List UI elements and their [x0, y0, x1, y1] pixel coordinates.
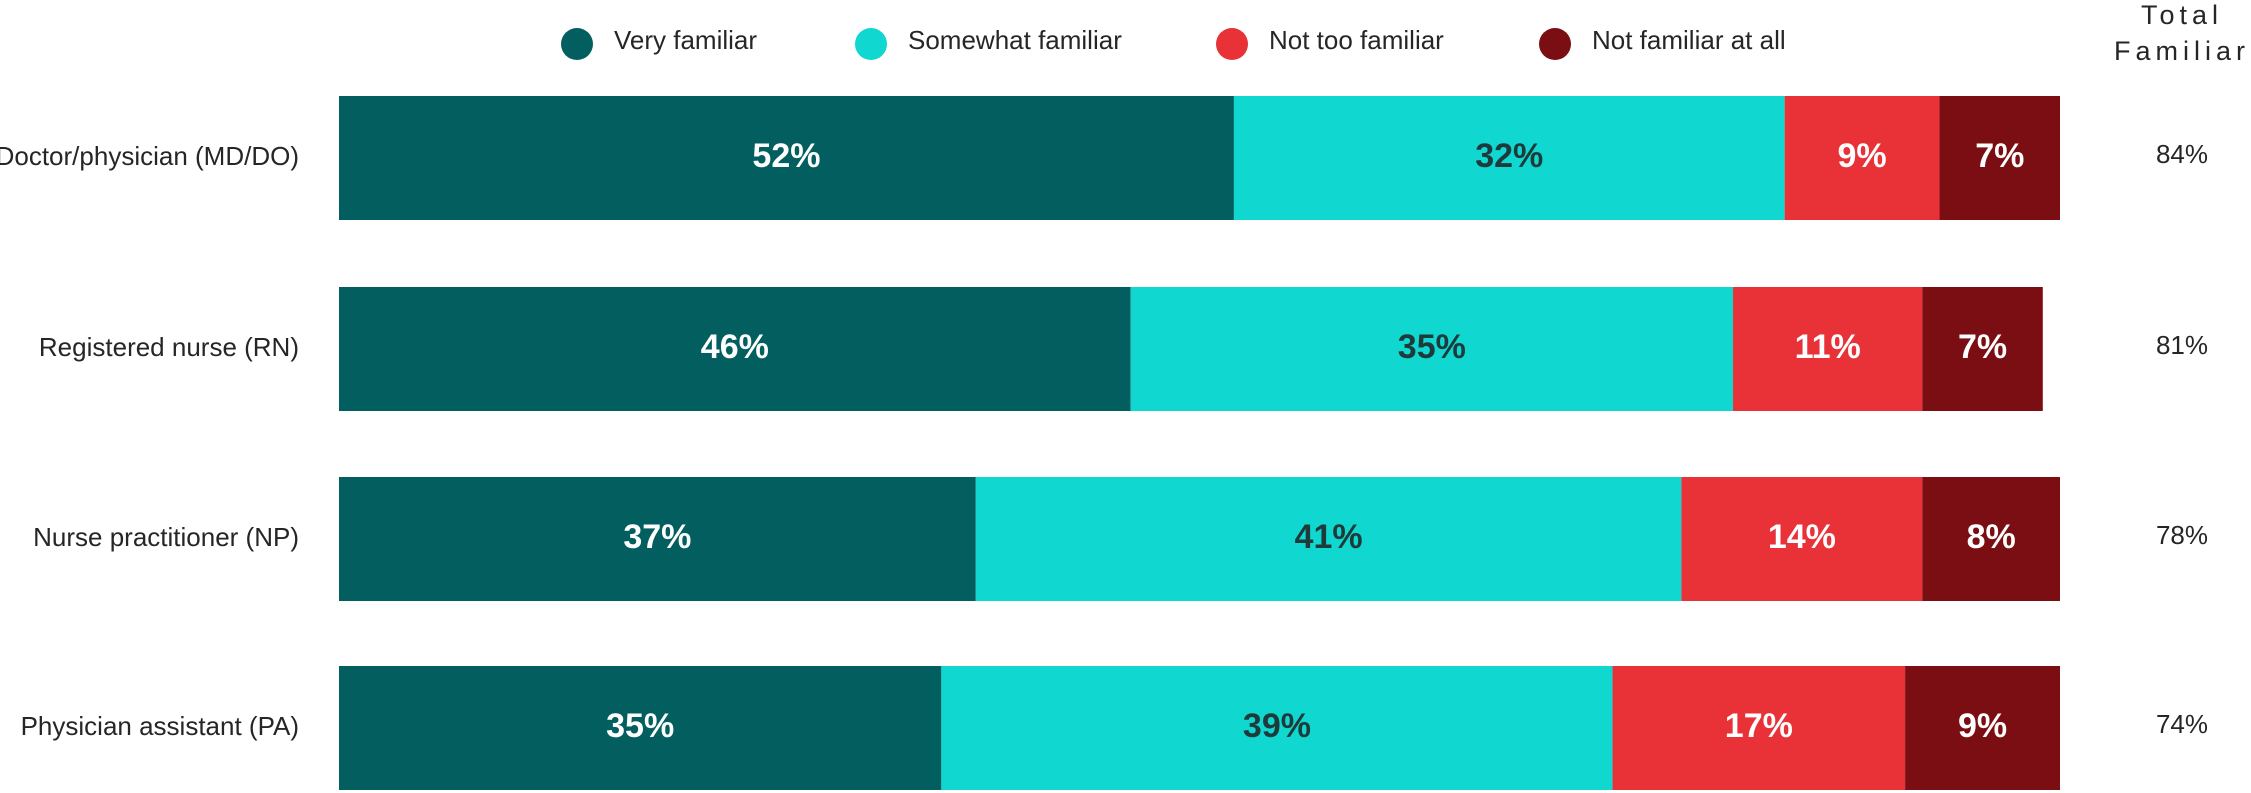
totals-title: Familiar [2114, 36, 2250, 66]
bar-segment [339, 287, 1131, 411]
y-tick-label: Registered nurse (RN) [39, 332, 299, 362]
data-label: 17% [1725, 707, 1793, 745]
data-label: 35% [606, 707, 674, 745]
data-label: 52% [752, 137, 820, 175]
data-label: 41% [1295, 518, 1363, 556]
bar-segment [975, 477, 1682, 601]
legend-label: Somewhat familiar [908, 25, 1122, 55]
bar-segment [1922, 477, 2060, 601]
total-label: 74% [2156, 709, 2208, 739]
legend-swatch [1539, 28, 1571, 60]
data-label: 14% [1768, 518, 1836, 556]
bar-segment [1233, 96, 1785, 220]
data-label: 7% [1958, 328, 2007, 366]
bar-segment [339, 96, 1234, 220]
data-label: 8% [1967, 518, 2016, 556]
bar-segment [339, 477, 976, 601]
totals-title: Total [2141, 0, 2223, 30]
data-label: 35% [1398, 328, 1466, 366]
legend-label: Not familiar at all [1592, 25, 1786, 55]
data-label: 32% [1475, 137, 1543, 175]
total-label: 81% [2156, 330, 2208, 360]
y-tick-label: Physician assistant (PA) [21, 711, 299, 741]
bar-segment [339, 666, 942, 790]
bar-segment [1784, 96, 1940, 220]
bar-segment [941, 666, 1613, 790]
bar-segment [1733, 287, 1923, 411]
bar-segment [1612, 666, 1906, 790]
y-tick-label: Doctor/physician (MD/DO) [0, 141, 299, 171]
data-label: 11% [1795, 328, 1861, 366]
bar-segment [1681, 477, 1923, 601]
bar-segment [1905, 666, 2060, 790]
legend-swatch [855, 28, 887, 60]
legend-label: Not too familiar [1269, 25, 1444, 55]
bar-segment [1939, 96, 2060, 220]
legend-swatch [561, 28, 593, 60]
legend-label: Very familiar [614, 25, 757, 55]
data-label: 9% [1838, 137, 1887, 175]
y-tick-label: Nurse practitioner (NP) [33, 522, 299, 552]
data-label: 46% [701, 328, 769, 366]
bar-segment [1922, 287, 2043, 411]
data-label: 9% [1958, 707, 2007, 745]
legend-swatch [1216, 28, 1248, 60]
total-label: 78% [2156, 520, 2208, 550]
data-label: 37% [623, 518, 691, 556]
bar-segment [1130, 287, 1734, 411]
total-label: 84% [2156, 139, 2208, 169]
data-label: 7% [1975, 137, 2024, 175]
data-label: 39% [1243, 707, 1311, 745]
